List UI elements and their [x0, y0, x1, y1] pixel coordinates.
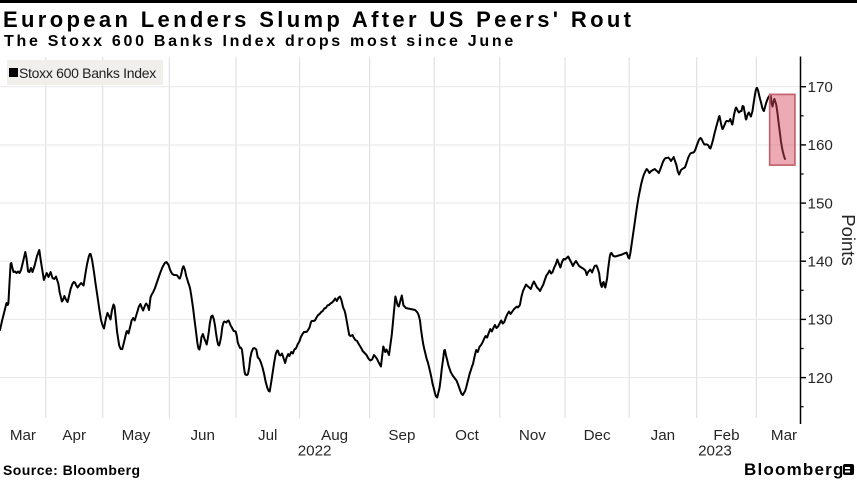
- svg-text:150: 150: [808, 195, 833, 212]
- svg-text:May: May: [122, 427, 151, 444]
- svg-text:2023: 2023: [698, 443, 732, 460]
- svg-text:Aug: Aug: [321, 427, 348, 444]
- svg-text:Jun: Jun: [190, 427, 215, 444]
- svg-text:120: 120: [808, 370, 833, 387]
- svg-text:Mar: Mar: [10, 427, 36, 444]
- svg-text:Mar: Mar: [771, 427, 797, 444]
- svg-text:140: 140: [808, 253, 833, 270]
- svg-text:160: 160: [808, 137, 833, 154]
- svg-text:170: 170: [808, 79, 833, 96]
- svg-text:Jul: Jul: [258, 427, 277, 444]
- svg-text:2022: 2022: [298, 443, 332, 460]
- svg-text:Sep: Sep: [388, 427, 415, 444]
- svg-text:Feb: Feb: [713, 427, 739, 444]
- svg-text:Points: Points: [838, 214, 857, 265]
- svg-text:Dec: Dec: [584, 427, 611, 444]
- svg-text:Nov: Nov: [519, 427, 546, 444]
- svg-text:Jan: Jan: [651, 427, 676, 444]
- svg-text:130: 130: [808, 312, 833, 329]
- svg-text:Oct: Oct: [455, 427, 479, 444]
- svg-text:Apr: Apr: [62, 427, 86, 444]
